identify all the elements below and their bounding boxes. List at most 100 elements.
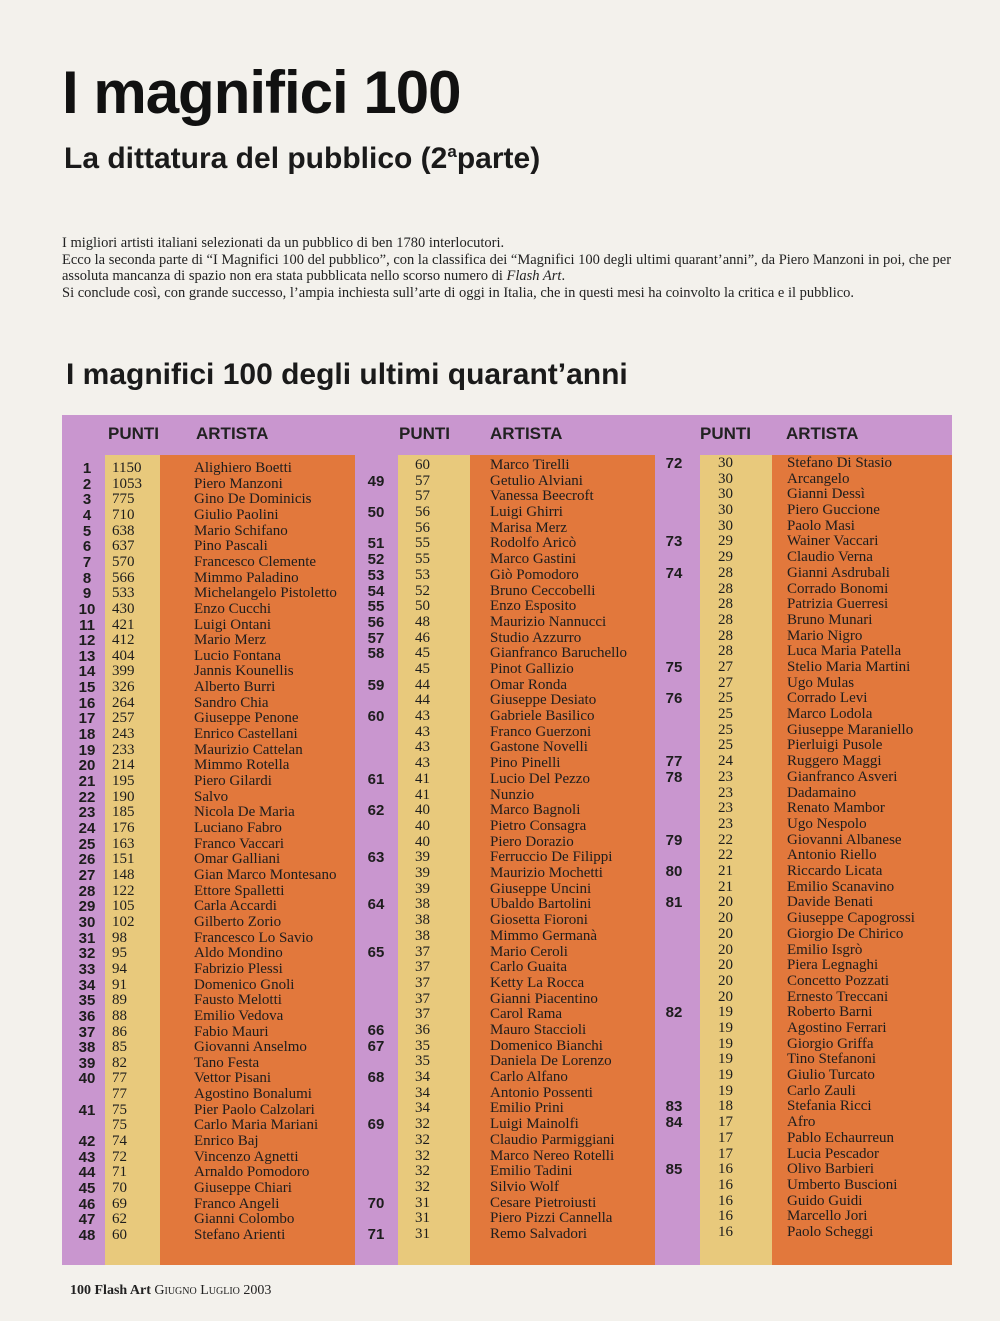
points-cell: 43	[415, 708, 430, 725]
points-cell: 30	[718, 455, 733, 471]
artist-cell: Piero Pizzi Cannella	[490, 1210, 613, 1227]
rank-cell: 51	[367, 535, 385, 553]
points-cell: 257	[112, 710, 135, 727]
artist-cell: Piero Guccione	[787, 502, 880, 519]
footer-issue: Giugno Luglio	[154, 1283, 240, 1298]
points-cell: 28	[718, 596, 733, 613]
points-cell: 34	[415, 1084, 430, 1101]
artist-cell: Wainer Vaccari	[787, 533, 879, 550]
artist-cell: Pier Paolo Calzolari	[194, 1101, 315, 1118]
artist-cell: Claudio Parmiggiani	[490, 1131, 615, 1148]
artist-cell: Marco Gastini	[490, 551, 577, 568]
artist-cell: Patrizia Guerresi	[787, 596, 889, 613]
points-cell: 190	[112, 788, 135, 805]
artist-cell: Agostino Ferrari	[787, 1019, 887, 1036]
artist-cell: Luca Maria Patella	[787, 643, 902, 660]
artist-cell: Luigi Mainolfi	[490, 1116, 579, 1133]
rank-cell: 65	[367, 943, 385, 961]
points-cell: 27	[718, 674, 733, 691]
artist-cell: Luigi Ontani	[194, 616, 272, 633]
header-artist: ARTISTA	[490, 424, 563, 443]
intro-line-2: Ecco la seconda parte di “I Magnifici 10…	[62, 252, 952, 285]
rank-cell: 60	[367, 708, 385, 726]
magazine-name: Flash Art	[506, 268, 562, 284]
intro-line-2-text: Ecco la seconda parte di “I Magnifici 10…	[62, 251, 952, 285]
rank-cell: 47	[78, 1211, 96, 1229]
artist-cell: Mario Ceroli	[490, 943, 568, 960]
artist-cell: Piero Dorazio	[490, 833, 574, 850]
subtitle-text: La dittatura del pubblico (2	[64, 142, 448, 175]
rank-cell: 4	[82, 506, 92, 524]
rank-cell: 83	[665, 1098, 683, 1116]
artist-cell: Carlo Alfano	[490, 1069, 568, 1086]
points-cell: 98	[112, 929, 127, 946]
points-cell: 95	[112, 945, 127, 962]
points-cell: 1053	[112, 475, 142, 492]
points-cell: 122	[112, 882, 135, 899]
points-cell: 18	[718, 1098, 733, 1115]
rank-cell: 17	[78, 710, 96, 728]
artist-cell: Emilio Vedova	[194, 1007, 284, 1024]
rank-cell: 16	[78, 694, 96, 712]
artist-cell: Ruggero Maggi	[787, 753, 882, 770]
artist-cell: Gianni Dessì	[787, 486, 865, 503]
points-cell: 243	[112, 726, 135, 743]
artist-cell: Francesco Clemente	[194, 553, 317, 570]
rank-cell: 75	[665, 659, 683, 677]
artist-cell: Davide Benati	[787, 894, 874, 911]
points-cell: 20	[718, 894, 733, 911]
rank-cell: 64	[367, 896, 385, 914]
rank-cell: 79	[665, 831, 683, 849]
points-cell: 86	[112, 1023, 127, 1040]
artist-cell: Silvio Wolf	[490, 1178, 559, 1195]
points-cell: 37	[415, 990, 430, 1007]
points-cell: 28	[718, 564, 733, 581]
artist-cell: Gianni Piacentino	[490, 990, 598, 1007]
artist-cell: Franco Guerzoni	[490, 723, 592, 740]
artist-cell: Franco Vaccari	[194, 835, 285, 852]
ranking-table: PUNTI ARTISTA 1 1150 Alighiero Boetti 2 1053 Pi…	[62, 415, 952, 1265]
points-cell: 43	[415, 723, 430, 740]
points-cell: 39	[415, 849, 430, 866]
points-cell: 41	[415, 786, 430, 803]
points-cell: 17	[718, 1114, 733, 1131]
artist-cell: Riccardo Licata	[787, 863, 883, 880]
points-cell: 38	[415, 896, 430, 913]
rank-cell: 57	[367, 629, 385, 647]
artist-cell: Carlo Zauli	[787, 1082, 856, 1099]
rank-cell: 33	[78, 960, 96, 978]
points-cell: 38	[415, 927, 430, 944]
artist-cell: Getulio Alviani	[490, 472, 583, 489]
points-cell: 57	[415, 488, 430, 505]
rank-cell: 34	[78, 976, 96, 994]
rank-cell: 67	[367, 1037, 385, 1055]
points-cell: 30	[718, 517, 733, 534]
rank-cell: 43	[78, 1148, 96, 1166]
points-cell: 55	[415, 535, 430, 552]
artist-cell: Emilio Tadini	[490, 1163, 573, 1180]
artist-cell: Lucio Del Pezzo	[490, 770, 590, 787]
artist-cell: Carlo Maria Mariani	[194, 1117, 319, 1134]
artist-cell: Maurizio Mochetti	[490, 865, 603, 882]
artist-cell: Roberto Barni	[787, 1004, 873, 1021]
rank-cell: 55	[367, 598, 385, 616]
artist-cell: Pietro Consagra	[490, 817, 587, 834]
points-cell: 29	[718, 533, 733, 550]
artist-column-bg	[470, 455, 655, 1265]
points-cell: 24	[718, 753, 733, 770]
artist-cell: Omar Ronda	[490, 676, 568, 693]
rank-cell: 21	[78, 773, 96, 791]
points-cell: 62	[112, 1211, 127, 1228]
points-cell: 19	[718, 1004, 733, 1021]
rank-cell: 7	[82, 553, 92, 571]
rank-cell: 70	[367, 1194, 385, 1212]
artist-cell: Rodolfo Aricò	[490, 535, 577, 552]
points-cell: 19	[718, 1019, 733, 1036]
points-cell: 45	[415, 645, 430, 662]
artist-cell: Lucia Pescador	[787, 1145, 880, 1162]
artist-cell: Giorgio De Chirico	[787, 925, 904, 942]
rank-cell: 10	[78, 600, 96, 618]
rank-cell: 59	[367, 676, 385, 694]
artist-cell: Arcangelo	[787, 470, 850, 487]
artist-cell: Enzo Esposito	[490, 598, 577, 615]
